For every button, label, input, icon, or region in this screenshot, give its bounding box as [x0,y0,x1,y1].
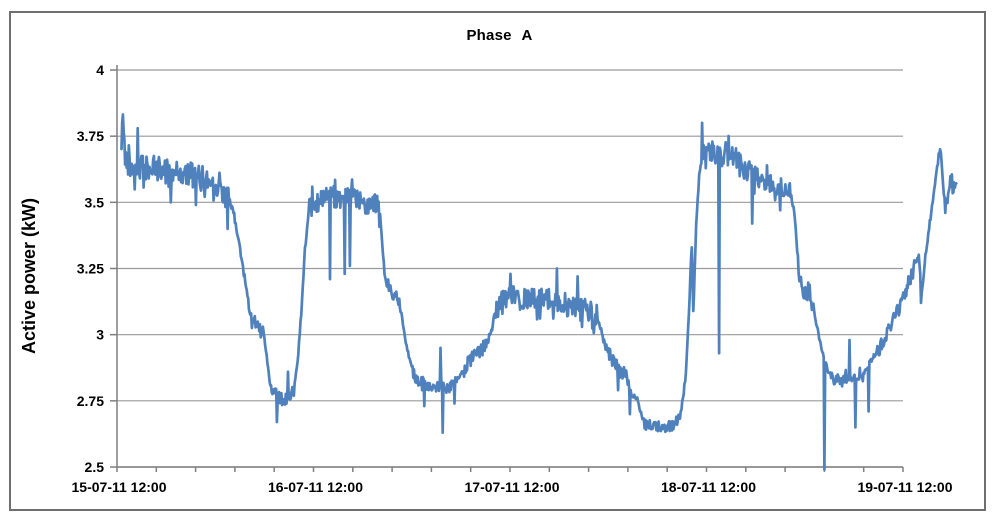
y-tick-label: 3.75 [77,128,104,144]
x-tick-label: 18-07-11 12:00 [661,479,756,495]
chart-title: Phase A [466,27,533,44]
x-tick-label: 16-07-11 12:00 [268,479,363,495]
y-tick-label: 3 [96,327,104,343]
y-tick-label: 3.5 [85,194,105,210]
y-tick-label: 4 [96,62,104,78]
y-tick-label: 2.75 [77,393,104,409]
series-line [120,113,958,471]
x-tick-label: 17-07-11 12:00 [465,479,560,495]
y-tick-label: 3.25 [77,261,104,277]
y-tick-label: 2.5 [85,459,105,475]
x-tick-label: 19-07-11 12:00 [858,479,953,495]
x-tick-label: 15-07-11 12:00 [72,479,167,495]
